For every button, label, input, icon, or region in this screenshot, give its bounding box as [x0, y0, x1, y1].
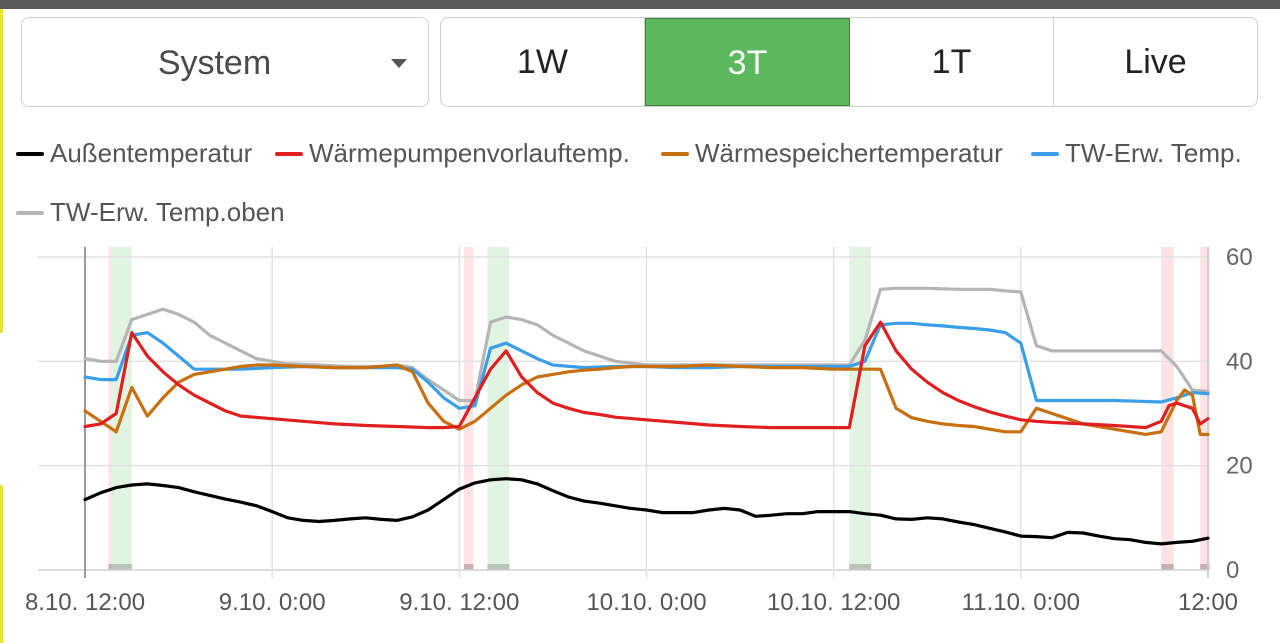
x-tick-label: 9.10. 12:00 [399, 589, 519, 616]
range-button-3t[interactable]: 3T [645, 18, 850, 106]
series-line-1 [83, 477, 1210, 546]
x-tick-label: 12:00 [1178, 589, 1238, 616]
x-tick-label: 8.10. 12:00 [25, 589, 145, 616]
series-line-5 [83, 286, 1210, 403]
legend-item-waermepumpenvorlauftemp[interactable]: Wärmepumpenvorlauftemp. [275, 138, 630, 169]
legend-swatch [275, 151, 303, 156]
legend-swatch [661, 151, 689, 156]
y-tick-label: 60 [1226, 244, 1253, 271]
cool-band-marker [111, 564, 132, 570]
range-button-1w[interactable]: 1W [441, 18, 645, 106]
system-select[interactable]: System [21, 17, 429, 107]
x-tick-label: 10.10. 0:00 [586, 589, 706, 616]
legend-item-waermespeichertemperatur[interactable]: Wärmespeichertemperatur [661, 138, 1003, 169]
y-tick-label: 0 [1226, 557, 1239, 584]
top-bar [0, 0, 1280, 9]
legend-swatch [16, 151, 44, 156]
legend-item-aussentemperatur[interactable]: Außentemperatur [16, 138, 252, 169]
time-range-selector: 1W 3T 1T Live [440, 17, 1258, 107]
chevron-down-icon [391, 59, 407, 68]
cool-band-marker [849, 564, 872, 570]
legend-label: Außentemperatur [50, 138, 253, 168]
legend-item-tw-erw-temp[interactable]: TW-Erw. Temp. [1031, 138, 1242, 169]
legend-swatch [16, 210, 44, 215]
legend-label: TW-Erw. Temp.oben [50, 197, 285, 227]
heat-band-marker [1161, 564, 1174, 570]
y-tick-label: 20 [1226, 453, 1253, 480]
series-line-2 [83, 320, 1210, 430]
legend-item-tw-erw-temp-oben[interactable]: TW-Erw. Temp.oben [16, 197, 285, 228]
left-edge-accent-lower [0, 485, 3, 643]
y-tick-label: 40 [1226, 348, 1253, 375]
legend-label: Wärmespeichertemperatur [695, 138, 1003, 168]
range-button-live[interactable]: Live [1124, 43, 1187, 81]
cool-band [487, 247, 510, 570]
x-tick-label: 10.10. 12:00 [767, 589, 900, 616]
x-tick-label: 9.10. 0:00 [219, 589, 326, 616]
range-button-1t[interactable]: 1T [850, 18, 1054, 106]
x-tick-label: 11.10. 0:00 [962, 589, 1080, 616]
cool-band-marker [487, 564, 510, 570]
legend-swatch [1031, 151, 1059, 156]
legend-label: Wärmepumpenvorlauftemp. [309, 138, 630, 168]
series-line-3 [83, 363, 1210, 436]
heat-band-marker [464, 564, 474, 570]
legend-label: TW-Erw. Temp. [1065, 138, 1242, 168]
cool-band [849, 247, 872, 570]
heat-band-marker [1200, 564, 1210, 570]
temperature-line-chart: 8.10. 12:00 9.10. 0:00 9.10. 12:00 10.10. 0… [25, 244, 1253, 616]
system-select-value: System [157, 44, 272, 82]
left-edge-accent [0, 9, 3, 333]
cool-band [111, 247, 132, 570]
heat-band [1200, 247, 1210, 570]
